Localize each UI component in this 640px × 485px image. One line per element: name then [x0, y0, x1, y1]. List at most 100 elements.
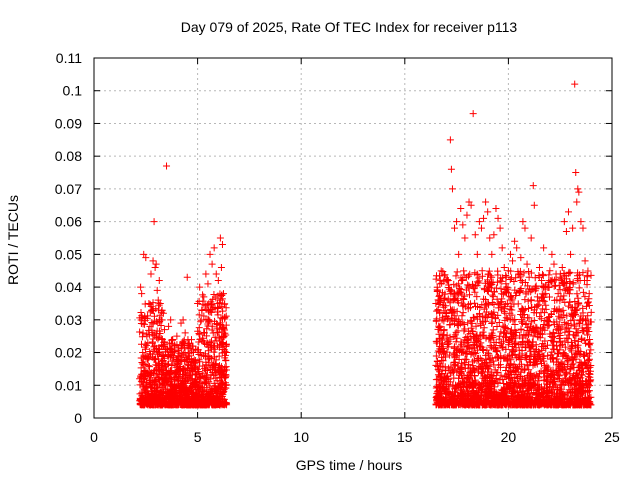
data-point	[500, 323, 508, 331]
data-point	[160, 326, 168, 334]
data-point	[213, 320, 221, 328]
data-point	[450, 344, 458, 352]
data-point	[153, 286, 161, 294]
data-point	[437, 295, 445, 303]
data-point	[488, 299, 496, 307]
data-point	[499, 322, 507, 330]
data-point	[582, 321, 590, 329]
data-point	[524, 297, 532, 305]
data-point	[218, 340, 226, 348]
data-point	[171, 384, 179, 392]
data-point	[518, 316, 526, 324]
data-point	[163, 401, 171, 409]
data-point	[585, 290, 593, 298]
data-point	[513, 374, 521, 382]
data-point	[173, 356, 181, 364]
data-point	[157, 316, 165, 324]
data-point	[174, 380, 182, 388]
data-point	[584, 299, 592, 307]
data-point	[480, 400, 488, 408]
data-point	[524, 372, 532, 380]
data-point	[150, 312, 158, 320]
data-point	[168, 382, 176, 390]
data-point	[137, 373, 145, 381]
data-point	[506, 309, 514, 317]
data-point	[571, 80, 579, 88]
data-point	[539, 270, 547, 278]
data-point	[486, 382, 494, 390]
data-point	[567, 388, 575, 396]
data-point	[437, 267, 445, 275]
data-point	[221, 400, 229, 408]
data-point	[502, 283, 510, 291]
data-point	[139, 320, 147, 328]
data-point	[453, 218, 461, 226]
data-point	[560, 351, 568, 359]
data-point	[565, 270, 573, 278]
data-point	[545, 271, 553, 279]
data-point	[222, 321, 230, 329]
data-point	[471, 391, 479, 399]
data-point	[458, 312, 466, 320]
data-point	[471, 288, 479, 296]
data-point	[574, 329, 582, 337]
data-point	[167, 367, 175, 375]
data-point	[578, 334, 586, 342]
data-point	[536, 313, 544, 321]
data-point	[447, 314, 455, 322]
data-point	[214, 311, 222, 319]
data-point	[437, 326, 445, 334]
data-point	[451, 361, 459, 369]
data-point	[144, 396, 152, 404]
data-point	[529, 361, 537, 369]
data-point	[142, 254, 150, 262]
data-point	[537, 309, 545, 317]
data-point	[441, 290, 449, 298]
data-point	[148, 384, 156, 392]
data-point	[495, 335, 503, 343]
data-point	[181, 376, 189, 384]
data-point	[550, 282, 558, 290]
data-point	[566, 277, 574, 285]
data-point	[207, 300, 215, 308]
data-point	[195, 311, 203, 319]
data-point	[471, 376, 479, 384]
data-point	[519, 338, 527, 346]
data-point	[519, 394, 527, 402]
data-point	[457, 285, 465, 293]
data-point	[560, 360, 568, 368]
data-point	[533, 360, 541, 368]
data-point	[445, 285, 453, 293]
data-point	[543, 394, 551, 402]
data-point	[507, 374, 515, 382]
data-point	[509, 257, 517, 265]
data-point	[198, 306, 206, 314]
data-point	[440, 271, 448, 279]
data-point	[220, 300, 228, 308]
data-point	[204, 306, 212, 314]
data-point	[434, 296, 442, 304]
data-point	[524, 314, 532, 322]
data-point	[209, 329, 217, 337]
data-point	[217, 399, 225, 407]
data-point	[460, 267, 468, 275]
data-point	[525, 366, 533, 374]
data-point	[488, 291, 496, 299]
data-point	[158, 335, 166, 343]
data-point	[214, 385, 222, 393]
data-point	[432, 361, 440, 369]
data-point	[432, 299, 440, 307]
data-point	[579, 351, 587, 359]
data-point	[484, 365, 492, 373]
data-point	[459, 309, 467, 317]
data-point	[464, 343, 472, 351]
data-point	[544, 341, 552, 349]
data-point	[138, 290, 146, 298]
data-point	[450, 349, 458, 357]
data-point	[464, 392, 472, 400]
data-point	[584, 267, 592, 275]
data-point	[221, 315, 229, 323]
data-point	[434, 287, 442, 295]
data-point	[575, 284, 583, 292]
data-point	[531, 329, 539, 337]
